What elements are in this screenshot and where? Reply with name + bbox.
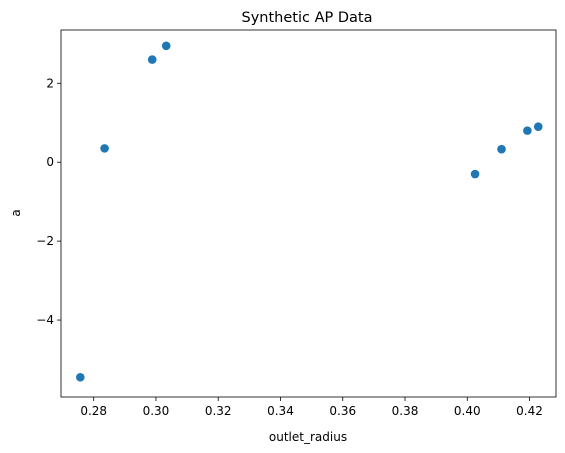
- data-point: [523, 126, 532, 135]
- x-tick-label: 0.32: [205, 404, 232, 418]
- x-tick-label: 0.40: [454, 404, 481, 418]
- data-point: [533, 122, 543, 131]
- x-tick-label: 0.30: [143, 404, 170, 418]
- x-tick-label: 0.28: [80, 404, 107, 418]
- plot-area: 0.28 0.30 0.32 0.34 0.36 0.38 0.40 0.42 −4 −2 0 2: [36, 41, 543, 418]
- x-tick-label: 0.38: [392, 404, 419, 418]
- data-point: [76, 372, 85, 382]
- x-axis-title: outlet_radius: [269, 430, 347, 444]
- x-tick-label: 0.42: [516, 404, 543, 418]
- data-point: [147, 55, 157, 64]
- data-point: [470, 169, 480, 179]
- y-tick-label: −4: [36, 313, 54, 327]
- data-point: [497, 144, 506, 154]
- y-axis-title: a: [9, 209, 23, 216]
- data-point: [100, 144, 109, 153]
- x-tick-label: 0.36: [329, 404, 356, 418]
- data-point: [161, 41, 171, 51]
- x-tick-label: 0.34: [267, 404, 294, 418]
- axes-frame: [60, 29, 557, 398]
- chart-title: Synthetic AP Data: [242, 10, 373, 26]
- y-tick-label: 2: [46, 76, 54, 90]
- y-tick-label: 0: [46, 155, 54, 169]
- y-tick-label: −2: [36, 234, 54, 248]
